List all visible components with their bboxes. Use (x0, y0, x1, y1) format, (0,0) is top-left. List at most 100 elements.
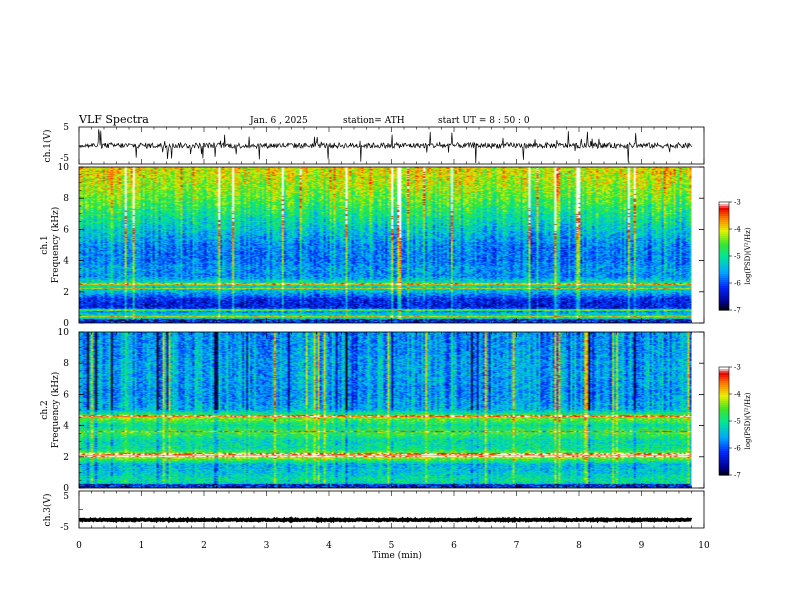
ch2-colorbar-band (719, 405, 729, 408)
ch1-colorbar-tick-label: -3 (734, 199, 741, 207)
ch2-colorbar-band (719, 427, 729, 430)
ch2-colorbar-band (719, 425, 729, 428)
ch2-colorbar-band (719, 463, 729, 466)
ch2-colorbar-band (719, 369, 729, 372)
ch1-colorbar-band (719, 230, 729, 233)
ch2-colorbar-band (719, 391, 729, 394)
ch3-waveform-panel: ch.3(V) 5 -5 0 1 2 3 4 5 6 7 8 9 10 Time (min) (42, 490, 710, 561)
ch1-colorbar-band (719, 258, 729, 261)
ch2-colorbar-band (719, 395, 729, 398)
ch1-ytick-label: 2 (63, 288, 69, 298)
ch2-colorbar-band (719, 389, 729, 392)
ch1-colorbar-band (719, 298, 729, 301)
ch1-ytick-label: 0 (63, 319, 69, 329)
ch2-colorbar-band (719, 403, 729, 406)
ch2-ylabel-frequency: Frequency (kHz) (50, 372, 61, 449)
ch1-colorbar-band (719, 294, 729, 297)
ch1-colorbar-band (719, 208, 729, 211)
ch2-colorbar-band (719, 473, 729, 476)
ch2-colorbar-band (719, 461, 729, 464)
ch2-colorbar-band (719, 375, 729, 378)
ch1-colorbar-band (719, 304, 729, 307)
ch1-colorbar-band (719, 282, 729, 285)
x-tick-label: 0 (76, 541, 82, 551)
ch1-colorbar-tick-label: -6 (734, 280, 741, 288)
ch2-colorbar-band (719, 385, 729, 388)
ch2-colorbar-band (719, 407, 729, 410)
ch2-colorbar-band (719, 393, 729, 396)
x-tick-label: 5 (389, 541, 395, 551)
ch2-colorbar-band (719, 437, 729, 440)
ch2-colorbar-band (719, 381, 729, 384)
ch1-colorbar-band (719, 216, 729, 219)
ch2-colorbar-band (719, 387, 729, 390)
ch1-spectrogram-image (79, 167, 692, 323)
ch1-colorbar-band (719, 210, 729, 213)
ch2-colorbar-band (719, 371, 729, 374)
ch2-colorbar-band (719, 449, 729, 452)
ch2-colorbar-band (719, 413, 729, 416)
ch1-colorbar-band (719, 220, 729, 223)
ch1-colorbar-band (719, 274, 729, 277)
ch1-colorbar-band (719, 212, 729, 215)
ch1-colorbar-band (719, 224, 729, 227)
x-tick-label: 9 (639, 541, 645, 551)
x-tick-label: 1 (139, 541, 145, 551)
ch1-colorbar-band (719, 250, 729, 253)
ch2-colorbar-band (719, 401, 729, 404)
ch1-colorbar-band (719, 256, 729, 259)
ch2-colorbar-band (719, 379, 729, 382)
ch1-colorbar-band (719, 286, 729, 289)
ch2-colorbar-band (719, 397, 729, 400)
ch1-colorbar-band (719, 234, 729, 237)
x-tick-label: 3 (264, 541, 270, 551)
ch2-colorbar-band (719, 469, 729, 472)
ch2-colorbar-band (719, 409, 729, 412)
ch1-colorbar-band (719, 214, 729, 217)
ch1-colorbar-band (719, 292, 729, 295)
ch1-colorbar-label: log(PSD)(V²/Hz) (744, 227, 752, 284)
x-tick-label: 7 (514, 541, 520, 551)
ch2-colorbar-band (719, 455, 729, 458)
ch2-colorbar-band (719, 377, 729, 380)
ch1-colorbar-tick-label: -4 (734, 226, 741, 234)
ch1-colorbar-band (719, 238, 729, 241)
ch2-colorbar-band (719, 467, 729, 470)
ch3-ytick-top: 5 (63, 492, 69, 502)
ch1-colorbar-band (719, 202, 729, 205)
ch1-colorbar-tick-label: -7 (734, 307, 741, 315)
ch2-ytick-label: 0 (63, 484, 69, 494)
ch1-colorbar-band (719, 296, 729, 299)
x-tick-label: 2 (201, 541, 207, 551)
ch1-colorbar-band (719, 236, 729, 239)
ch2-colorbar-band (719, 399, 729, 402)
ch2-colorbar-band (719, 451, 729, 454)
x-tick-label: 10 (698, 541, 710, 551)
ch2-colorbar-band (719, 373, 729, 376)
ch1-colorbar-band (719, 232, 729, 235)
ch2-colorbar-band (719, 459, 729, 462)
ch1-colorbar-band (719, 244, 729, 247)
ch2-colorbar-band (719, 445, 729, 448)
ch1-ytick-label: 8 (63, 194, 69, 204)
date-label: Jan. 6 , 2025 (249, 116, 308, 126)
ch1-waveform-panel: ch.1(V) 5 -5 (42, 123, 705, 165)
ch1-waveform-ylabel: ch.1(V) (42, 130, 53, 163)
ch1-colorbar-band (719, 204, 729, 207)
ch2-colorbar-band (719, 421, 729, 424)
ch2-colorbar: -3 -4 -5 -6 -7 log(PSD)(V²/Hz) (718, 364, 752, 480)
x-tick-label: 4 (326, 541, 332, 551)
ch1-colorbar-band (719, 276, 729, 279)
ch2-colorbar-band (719, 415, 729, 418)
ch1-colorbar-band (719, 270, 729, 273)
ch2-colorbar-band (719, 367, 729, 370)
ch1-colorbar-band (719, 222, 729, 225)
ch2-colorbar-band (719, 457, 729, 460)
x-tick-label: 6 (451, 541, 457, 551)
ch2-colorbar-band (719, 447, 729, 450)
ch1-colorbar-band (719, 302, 729, 305)
ch1-colorbar-band (719, 272, 729, 275)
ch2-colorbar-band (719, 423, 729, 426)
ch2-colorbar-tick-label: -7 (734, 472, 741, 480)
ch1-y-ticks: 0 2 4 6 8 10 (58, 163, 704, 329)
